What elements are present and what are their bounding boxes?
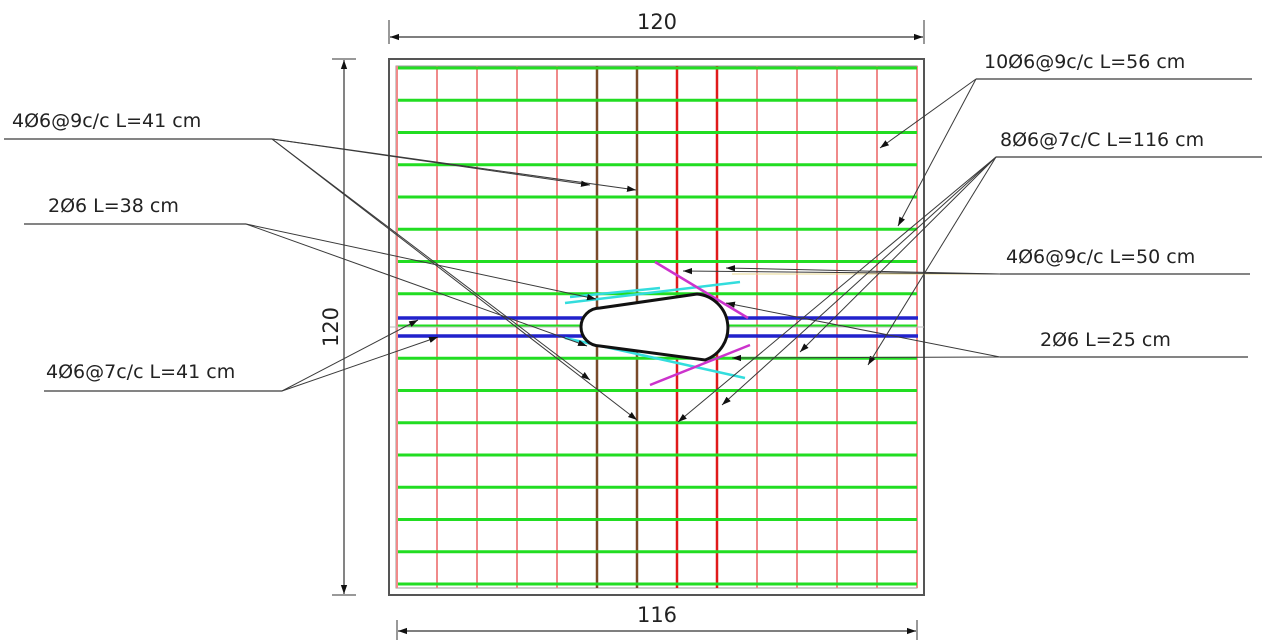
dimension-top-text: 120: [637, 10, 677, 34]
dimension-side-text: 120: [319, 307, 343, 347]
label-top-right-2: 8Ø6@7c/C L=116 cm: [1000, 129, 1204, 151]
dimension-bottom-text: 116: [637, 603, 677, 627]
slab-opening: [579, 292, 730, 362]
dimension-top: [388, 20, 925, 44]
label-top-left-1: 4Ø6@9c/c L=41 cm: [12, 110, 201, 132]
label-bottom-left: 4Ø6@7c/c L=41 cm: [46, 361, 235, 383]
label-mid-right-1: 4Ø6@9c/c L=50 cm: [1006, 246, 1195, 268]
label-mid-right-2: 2Ø6 L=25 cm: [1040, 329, 1171, 351]
dimension-bottom: [396, 620, 918, 640]
label-top-left-2: 2Ø6 L=38 cm: [48, 195, 179, 217]
leader-lines: [245, 78, 1001, 423]
label-top-right-1: 10Ø6@9c/c L=56 cm: [984, 51, 1185, 73]
